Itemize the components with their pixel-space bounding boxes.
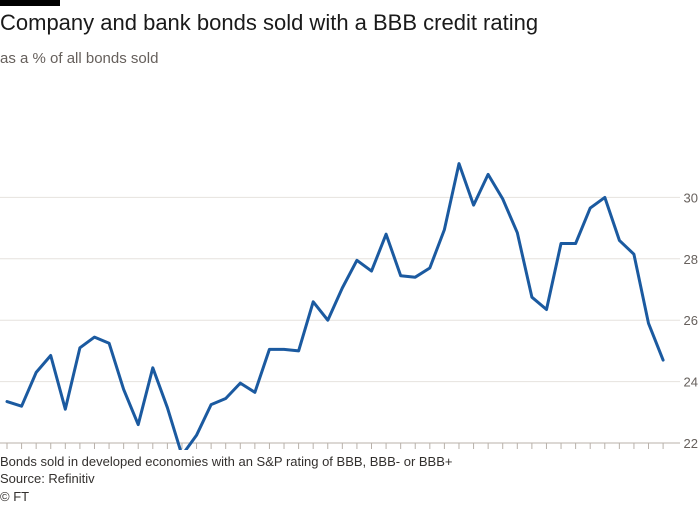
line-chart: 22 24 26 28 30 Q1 2015Q3 15Q1 16Q3 16Q1 17Q3… (0, 162, 698, 450)
series-lines (5, 162, 665, 450)
y-tick-label: 22 (684, 436, 698, 450)
y-tick-label: 26 (684, 313, 698, 328)
series-line (5, 162, 665, 450)
y-tick-label: 30 (684, 190, 698, 205)
brand-bar (0, 0, 60, 6)
footnote: Bonds sold in developed economies with a… (0, 454, 453, 469)
y-tick-label: 24 (684, 375, 698, 390)
credit: © FT (0, 489, 30, 504)
y-axis-ticks: 22 24 26 28 30 (684, 190, 698, 450)
x-axis: Q1 2015Q3 15Q1 16Q3 16Q1 17Q3 17Q1 18Q3 … (0, 442, 680, 449)
gridlines (0, 196, 680, 383)
chart-subtitle: as a % of all bonds sold (0, 50, 159, 67)
chart-title: Company and bank bonds sold with a BBB c… (0, 10, 539, 35)
source-note: Source: Refinitiv (0, 471, 95, 486)
y-tick-label: 28 (684, 252, 698, 267)
